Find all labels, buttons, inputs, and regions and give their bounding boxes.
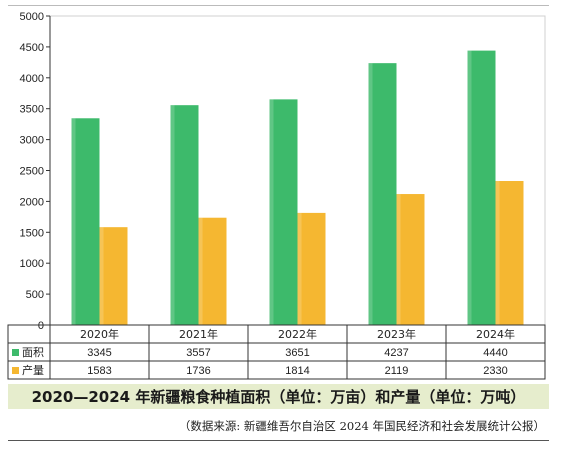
bar-highlight xyxy=(297,212,302,325)
y-tick-label: 2000 xyxy=(20,196,44,208)
bar-output xyxy=(297,212,326,325)
y-tick-label: 1000 xyxy=(20,258,44,270)
bar-output xyxy=(396,194,425,325)
top-rule xyxy=(8,5,549,6)
x-category-label: 2020年 xyxy=(80,327,119,341)
bar-highlight xyxy=(495,181,500,325)
bar-highlight xyxy=(269,99,274,326)
bar-highlight xyxy=(99,227,104,325)
y-tick-label: 2500 xyxy=(20,166,44,178)
bottom-rule xyxy=(8,440,549,441)
bar-area xyxy=(269,99,298,326)
data-label: 3345 xyxy=(87,347,111,359)
bar-area xyxy=(368,63,397,325)
bar-area xyxy=(467,50,496,325)
legend-swatch xyxy=(12,367,19,374)
y-tick-label: 3500 xyxy=(20,104,44,116)
y-tick-label: 0 xyxy=(38,320,44,332)
data-label: 4440 xyxy=(483,347,507,359)
data-label: 3651 xyxy=(285,347,309,359)
legend-label: 面积 xyxy=(22,346,44,359)
data-label: 1583 xyxy=(87,365,111,377)
y-tick-label: 500 xyxy=(26,289,44,301)
y-tick-label: 1500 xyxy=(20,227,44,239)
x-category-label: 2022年 xyxy=(278,327,317,341)
data-label: 2119 xyxy=(385,365,409,377)
data-source-note: （数据来源: 新疆维吾尔自治区 2024 年国民经济和社会发展统计公报） xyxy=(178,419,545,433)
bar-output xyxy=(99,227,128,325)
x-category-label: 2024年 xyxy=(476,327,515,341)
data-label: 2330 xyxy=(483,365,507,377)
y-tick-label: 4500 xyxy=(20,42,44,54)
bar-highlight xyxy=(170,105,175,325)
bar-highlight xyxy=(396,194,401,325)
legend-label: 产量 xyxy=(22,363,44,377)
data-label: 1736 xyxy=(186,365,210,377)
data-label: 4237 xyxy=(384,347,408,359)
bar-highlight xyxy=(71,118,76,326)
bar-area xyxy=(71,118,100,326)
bar-chart: 0 500 1000 1500 2000 2500 3000 3500 4000 4500 5000… xyxy=(7,11,546,380)
data-label: 3557 xyxy=(186,347,210,359)
x-category-label: 2023年 xyxy=(377,327,416,341)
x-category-label: 2021年 xyxy=(179,327,218,341)
bar-output xyxy=(198,217,227,325)
y-tick-label: 5000 xyxy=(20,11,44,23)
chart-caption: 2020—2024 年新疆粮食种植面积（单位：万亩）和产量（单位：万吨） xyxy=(8,384,549,409)
bar-area xyxy=(170,105,199,325)
y-tick-label: 3000 xyxy=(20,135,44,147)
bar-highlight xyxy=(198,217,203,325)
bar-output xyxy=(495,181,524,325)
data-label: 1814 xyxy=(285,365,309,377)
y-tick-label: 4000 xyxy=(20,73,44,85)
bar-highlight xyxy=(467,50,472,325)
legend-swatch xyxy=(12,349,19,356)
bar-highlight xyxy=(368,63,373,325)
